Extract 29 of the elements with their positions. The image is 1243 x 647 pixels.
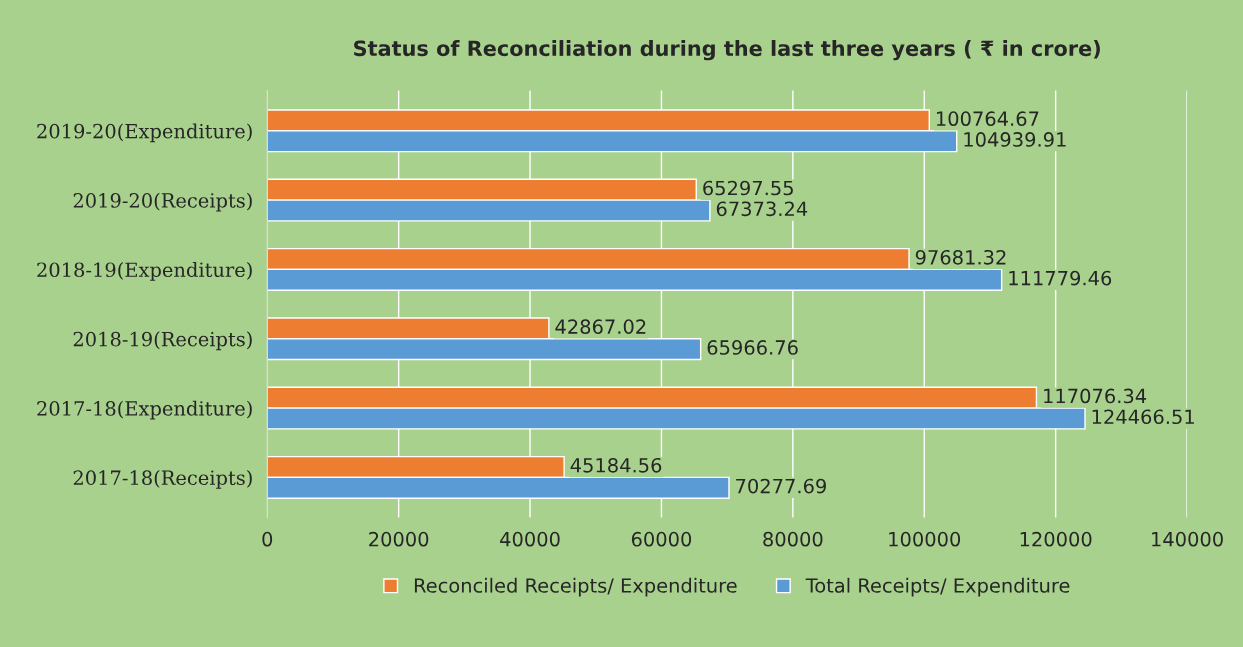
data-label: 104939.91 (964, 132, 1066, 147)
data-label: 70277.69 (736, 478, 826, 494)
x-tick-label: 0 (262, 531, 273, 547)
x-tick-label: 40000 (500, 531, 560, 547)
x-tick-label: 20000 (369, 531, 429, 547)
chart-title: Status of Reconciliation during the last three years ( ₹ in crore) (354, 40, 1100, 61)
legend-label: Total Receipts/ Expenditure (805, 577, 1070, 597)
x-tick-label: 80000 (763, 531, 823, 547)
y-tick-label: 2017-18(Receipts) (73, 470, 252, 489)
y-tick-label: 2019-20(Receipts) (73, 192, 252, 212)
data-label: 111779.46 (1009, 270, 1112, 286)
data-label: 67373.24 (716, 201, 808, 217)
x-tick-label: 120000 (1020, 531, 1092, 547)
y-tick-label: 2019-20(Expenditure) (37, 123, 252, 143)
legend-label: Reconciled Receipts/ Expenditure (414, 577, 737, 597)
y-tick-label: 2018-19(Expenditure) (37, 262, 252, 281)
data-label: 117076.34 (1044, 388, 1147, 404)
data-label: 45184.56 (570, 457, 662, 473)
y-tick-label: 2017-18(Expenditure) (37, 400, 252, 420)
data-label: 42867.02 (555, 319, 646, 334)
data-label: 65966.76 (707, 340, 798, 355)
x-tick-label: 100000 (889, 531, 961, 547)
data-label: 65297.55 (703, 180, 793, 196)
data-label: 97681.32 (915, 249, 1006, 265)
x-tick-label: 140000 (1152, 531, 1223, 547)
x-tick-label: 60000 (631, 531, 692, 547)
data-label: 100764.67 (936, 111, 1039, 127)
y-tick-label: 2018-19(Receipts) (73, 331, 252, 351)
data-label: 124466.51 (1092, 409, 1194, 425)
